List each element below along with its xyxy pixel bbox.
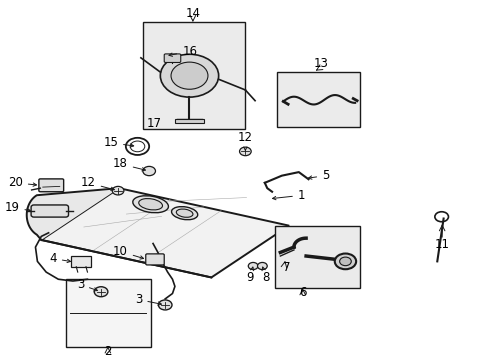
Text: 5: 5	[308, 169, 329, 182]
Bar	[71, 256, 91, 267]
Circle shape	[248, 262, 258, 270]
Text: 11: 11	[434, 238, 449, 251]
Bar	[274, 226, 359, 288]
Text: 4: 4	[49, 252, 70, 265]
Text: 17: 17	[146, 117, 161, 130]
Circle shape	[142, 166, 155, 176]
Circle shape	[158, 300, 172, 310]
Circle shape	[94, 287, 108, 297]
Ellipse shape	[171, 207, 197, 220]
Bar	[65, 279, 150, 347]
Ellipse shape	[139, 199, 162, 210]
Circle shape	[339, 257, 350, 266]
Text: 19: 19	[4, 201, 30, 214]
Circle shape	[160, 54, 218, 97]
FancyBboxPatch shape	[164, 54, 181, 63]
Bar	[175, 118, 203, 123]
Text: 6: 6	[298, 286, 306, 299]
Text: 3: 3	[135, 293, 161, 306]
Circle shape	[334, 253, 355, 269]
Text: 10: 10	[113, 245, 143, 259]
Text: 12: 12	[237, 131, 252, 150]
Text: 12: 12	[81, 176, 114, 190]
Text: 1: 1	[272, 189, 305, 202]
FancyBboxPatch shape	[145, 254, 164, 265]
Polygon shape	[41, 188, 288, 278]
Polygon shape	[27, 188, 119, 240]
Text: 2: 2	[104, 345, 111, 358]
Ellipse shape	[176, 209, 193, 217]
Text: 9: 9	[246, 267, 253, 284]
Text: 3: 3	[77, 278, 97, 291]
Text: 15: 15	[103, 136, 133, 149]
Text: 7: 7	[283, 261, 290, 274]
FancyBboxPatch shape	[39, 179, 63, 192]
Circle shape	[239, 147, 251, 156]
Text: 14: 14	[185, 7, 200, 20]
FancyBboxPatch shape	[31, 205, 68, 217]
Circle shape	[171, 62, 207, 89]
Text: 18: 18	[113, 157, 145, 171]
Circle shape	[112, 186, 123, 195]
Text: 13: 13	[313, 57, 327, 70]
Circle shape	[257, 262, 266, 270]
Bar	[276, 72, 359, 127]
Bar	[143, 22, 245, 129]
Text: 8: 8	[262, 267, 269, 284]
Text: 20: 20	[8, 176, 37, 189]
Ellipse shape	[133, 196, 168, 213]
Text: 16: 16	[169, 45, 197, 58]
